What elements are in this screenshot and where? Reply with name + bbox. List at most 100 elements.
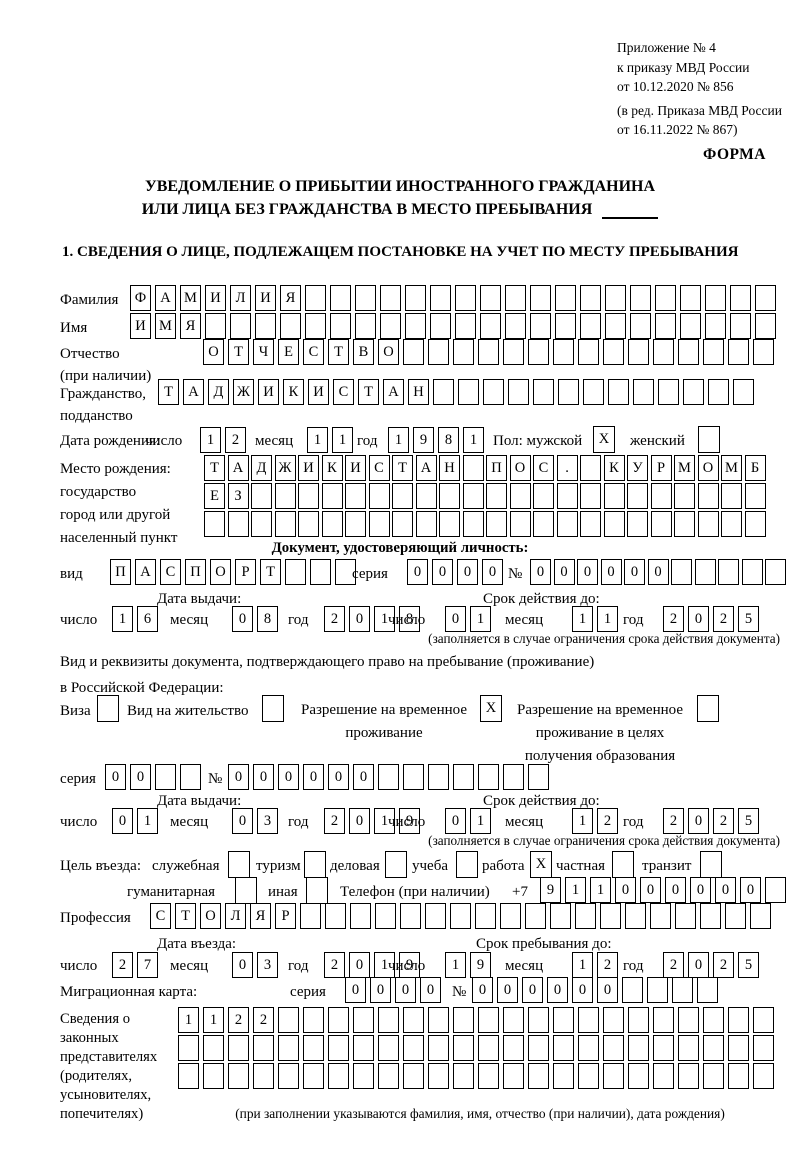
char-cell: Я (280, 285, 301, 311)
year-label: год (623, 612, 644, 628)
char-cell (683, 379, 704, 405)
char-cell: 0 (232, 606, 253, 632)
char-cell: 8 (438, 427, 459, 453)
char-cell: 9 (470, 952, 491, 978)
char-cell (603, 1063, 624, 1089)
char-cell (509, 483, 531, 509)
char-cell: 7 (137, 952, 158, 978)
edu-permit-label-line2: проживание в целях (535, 725, 665, 741)
char-cell: 1 (178, 1007, 199, 1033)
char-cell: 0 (232, 952, 253, 978)
char-cell (455, 285, 476, 311)
char-cell (486, 511, 507, 537)
char-cell (697, 695, 719, 722)
char-cell (744, 483, 766, 509)
char-cell (462, 511, 484, 537)
char-cell: 2 (324, 606, 345, 632)
char-cell (628, 339, 649, 365)
char-cell: 0 (530, 559, 551, 585)
char-cell (653, 1063, 674, 1089)
appendix-line: от 10.12.2020 № 856 (617, 79, 734, 94)
char-cell: 0 (345, 977, 366, 1003)
char-cell: А (227, 455, 249, 481)
char-cell (575, 903, 596, 929)
char-cell: Т (358, 379, 379, 405)
char-cell (550, 903, 571, 929)
birth-place-label-4: населенный пункт (60, 530, 178, 546)
char-cell: 1 (112, 606, 133, 632)
purpose-business-label: служебная (152, 858, 220, 874)
char-cell: 8 (257, 606, 278, 632)
char-cell (285, 559, 306, 585)
char-cell: О (203, 339, 224, 365)
char-cell (674, 511, 695, 537)
char-cell (553, 1063, 574, 1089)
title-blank-line (602, 200, 659, 219)
representatives-row2-cells (178, 1035, 774, 1061)
char-cell (325, 903, 346, 929)
form-title-line1: УВЕДОМЛЕНИЕ О ПРИБЫТИИ ИНОСТРАННОГО ГРАЖ… (144, 178, 656, 195)
char-cell: 1 (590, 877, 611, 903)
char-cell: Р (275, 903, 296, 929)
char-cell (456, 851, 478, 878)
char-cell (556, 511, 578, 537)
doc-series-label: серия (352, 566, 388, 582)
char-cell: 1 (200, 427, 221, 453)
char-cell: 1 (463, 427, 484, 453)
permit-issue-label: Дата выдачи: (157, 793, 242, 809)
char-cell (528, 764, 549, 790)
char-cell (478, 1035, 499, 1061)
char-cell: 2 (663, 808, 684, 834)
char-cell (298, 511, 319, 537)
char-cell (400, 903, 421, 929)
char-cell: 0 (497, 977, 518, 1003)
char-cell: 0 (690, 877, 711, 903)
name-label: Имя (60, 320, 88, 336)
char-cell: 0 (640, 877, 661, 903)
permit-series-label: серия (60, 771, 96, 787)
char-cell (303, 1063, 324, 1089)
char-cell (403, 339, 424, 365)
char-cell: 1 (470, 808, 491, 834)
char-cell: П (110, 559, 131, 585)
char-cell (274, 511, 296, 537)
permit-expiry-label: Срок действия до: (483, 793, 600, 809)
char-cell (321, 511, 343, 537)
char-cell: 0 (688, 606, 709, 632)
char-cell (650, 511, 672, 537)
char-cell (262, 695, 284, 722)
char-cell (603, 483, 625, 509)
char-cell: К (603, 455, 625, 481)
char-cell: 0 (740, 877, 761, 903)
char-cell: 5 (738, 606, 759, 632)
char-cell: И (130, 313, 151, 339)
char-cell (765, 559, 786, 585)
char-cell (697, 511, 719, 537)
representatives-label-5: усыновителях, (60, 1087, 152, 1103)
char-cell (678, 1007, 699, 1033)
char-cell (204, 511, 225, 537)
char-cell (403, 764, 424, 790)
char-cell: Т (175, 903, 196, 929)
char-cell: 0 (353, 764, 374, 790)
char-cell (298, 483, 319, 509)
char-cell (700, 851, 722, 878)
char-cell: Л (230, 285, 251, 311)
mc-number-label: № (452, 984, 467, 1000)
form-label: ФОРМА (702, 146, 766, 163)
char-cell (425, 903, 446, 929)
char-cell: 0 (482, 559, 503, 585)
char-cell (741, 559, 763, 585)
char-cell: К (283, 379, 304, 405)
char-cell (627, 483, 648, 509)
char-cell (671, 559, 692, 585)
